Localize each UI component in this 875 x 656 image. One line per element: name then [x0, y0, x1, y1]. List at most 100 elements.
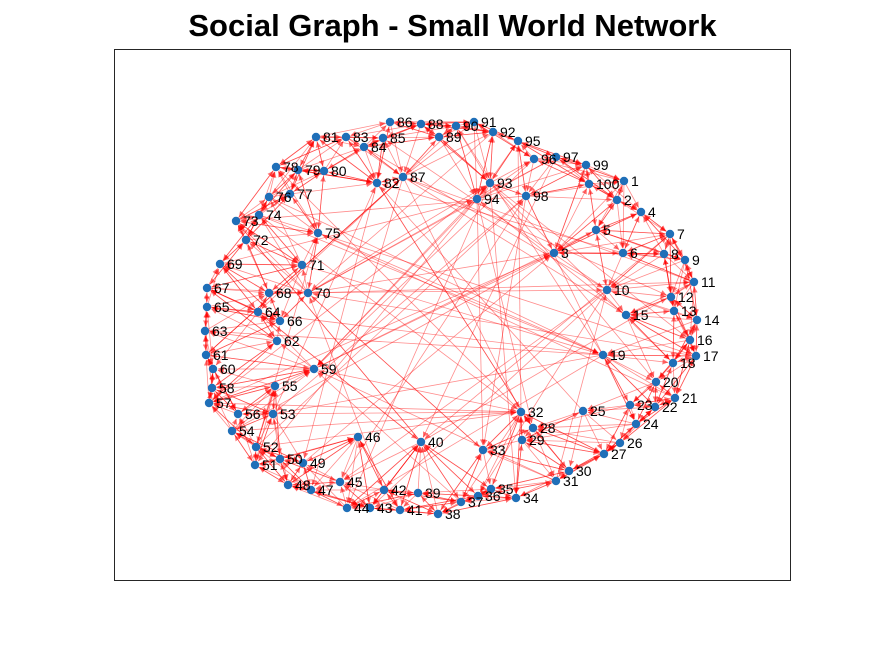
edge-82-49 [303, 182, 378, 459]
edge-38-34 [437, 497, 512, 515]
edge-89-84 [368, 136, 440, 149]
edge-10-7 [606, 237, 667, 291]
edge-30-35 [495, 470, 570, 490]
edge-96-99 [533, 158, 582, 167]
edge-54-57 [211, 406, 233, 432]
edge-28-27 [532, 427, 600, 453]
node-label-86: 86 [397, 114, 413, 130]
edge-98-24 [525, 195, 635, 420]
node-39 [413, 488, 423, 498]
edge-65-68 [206, 292, 265, 308]
node-85 [378, 133, 388, 143]
edge-80-81 [315, 141, 325, 172]
node-label-8: 8 [671, 246, 679, 262]
node-label-11: 11 [701, 274, 716, 290]
edge-84-80 [328, 146, 365, 169]
edge-20-25 [587, 381, 657, 410]
node-label-85: 85 [390, 130, 406, 146]
edge-33-35 [482, 449, 492, 485]
edge-70-74 [261, 219, 309, 294]
edge-87-64 [261, 176, 404, 309]
node-label-66: 66 [287, 313, 303, 329]
edge-75-78 [278, 171, 319, 234]
edge-39-40 [417, 446, 424, 494]
edge-27-29 [526, 439, 605, 455]
edge-53-49 [272, 413, 301, 459]
node-label-16: 16 [697, 332, 713, 348]
node-20 [651, 377, 661, 387]
edge-49-51 [259, 461, 304, 468]
edge-84-10 [363, 146, 603, 288]
edge-87-32 [402, 176, 520, 408]
edge-19-90 [458, 129, 604, 356]
edge-44-49 [306, 466, 348, 509]
edge-34-38 [442, 497, 517, 515]
edge-41-45 [344, 483, 401, 511]
node-label-47: 47 [318, 482, 334, 498]
edge-70-69 [224, 264, 309, 294]
edge-68-73 [237, 225, 270, 294]
edge-59-61 [210, 353, 315, 370]
edge-76-19 [268, 196, 599, 354]
edge-8-3 [558, 250, 665, 256]
edge-40-73 [238, 224, 422, 443]
node-52 [251, 442, 261, 452]
edge-99-98 [530, 164, 587, 195]
node-8 [659, 249, 669, 259]
edge-67-70 [206, 287, 304, 296]
node-label-90: 90 [463, 118, 479, 134]
edge-79-82 [297, 169, 373, 185]
node-68 [264, 288, 274, 298]
node-51 [250, 460, 260, 470]
edge-15-94 [480, 201, 627, 316]
edge-94-92 [476, 136, 494, 200]
node-57 [204, 398, 214, 408]
node-label-51: 51 [262, 457, 278, 473]
node-97 [551, 152, 561, 162]
edge-82-81 [319, 139, 378, 184]
edge-39-34 [417, 492, 512, 501]
edge-94-33 [476, 198, 486, 446]
edge-84-82 [363, 146, 377, 179]
edge-50-47 [279, 458, 308, 487]
edge-80-75 [316, 170, 325, 229]
node-89 [434, 132, 444, 142]
node-label-97: 97 [563, 149, 579, 165]
edge-44-40 [346, 445, 418, 509]
node-41 [395, 505, 405, 515]
node-layer [200, 117, 702, 519]
edge-52-53 [255, 418, 272, 448]
edge-13-10 [611, 290, 675, 312]
edge-93-20 [489, 182, 654, 379]
edge-69-71 [219, 262, 298, 268]
edge-69-66 [219, 263, 277, 318]
edge-8-6 [627, 250, 665, 257]
edge-37-59 [317, 372, 462, 503]
edge-52-75 [255, 237, 318, 448]
edge-5-4 [595, 213, 637, 231]
edge-5-59 [318, 229, 597, 368]
node-30 [564, 466, 574, 476]
node-1 [619, 176, 629, 186]
node-87 [398, 172, 408, 182]
node-label-36: 36 [485, 488, 501, 504]
node-label-31: 31 [563, 473, 579, 489]
edge-66-67 [211, 289, 281, 322]
node-27 [599, 449, 609, 459]
node-label-53: 53 [280, 406, 296, 422]
node-98 [521, 191, 531, 201]
edge-45-43 [339, 481, 367, 506]
node-label-44: 44 [354, 500, 370, 516]
node-label-33: 33 [490, 442, 506, 458]
node-17 [691, 351, 701, 361]
node-label-1: 1 [631, 173, 639, 189]
edge-90-94 [455, 125, 477, 195]
node-label-94: 94 [484, 191, 500, 207]
edge-43-40 [369, 445, 419, 509]
edge-56-57 [213, 404, 239, 415]
edge-52-56 [240, 418, 257, 448]
node-label-4: 4 [648, 204, 656, 220]
node-44 [342, 503, 352, 513]
edge-2-6 [616, 199, 625, 249]
